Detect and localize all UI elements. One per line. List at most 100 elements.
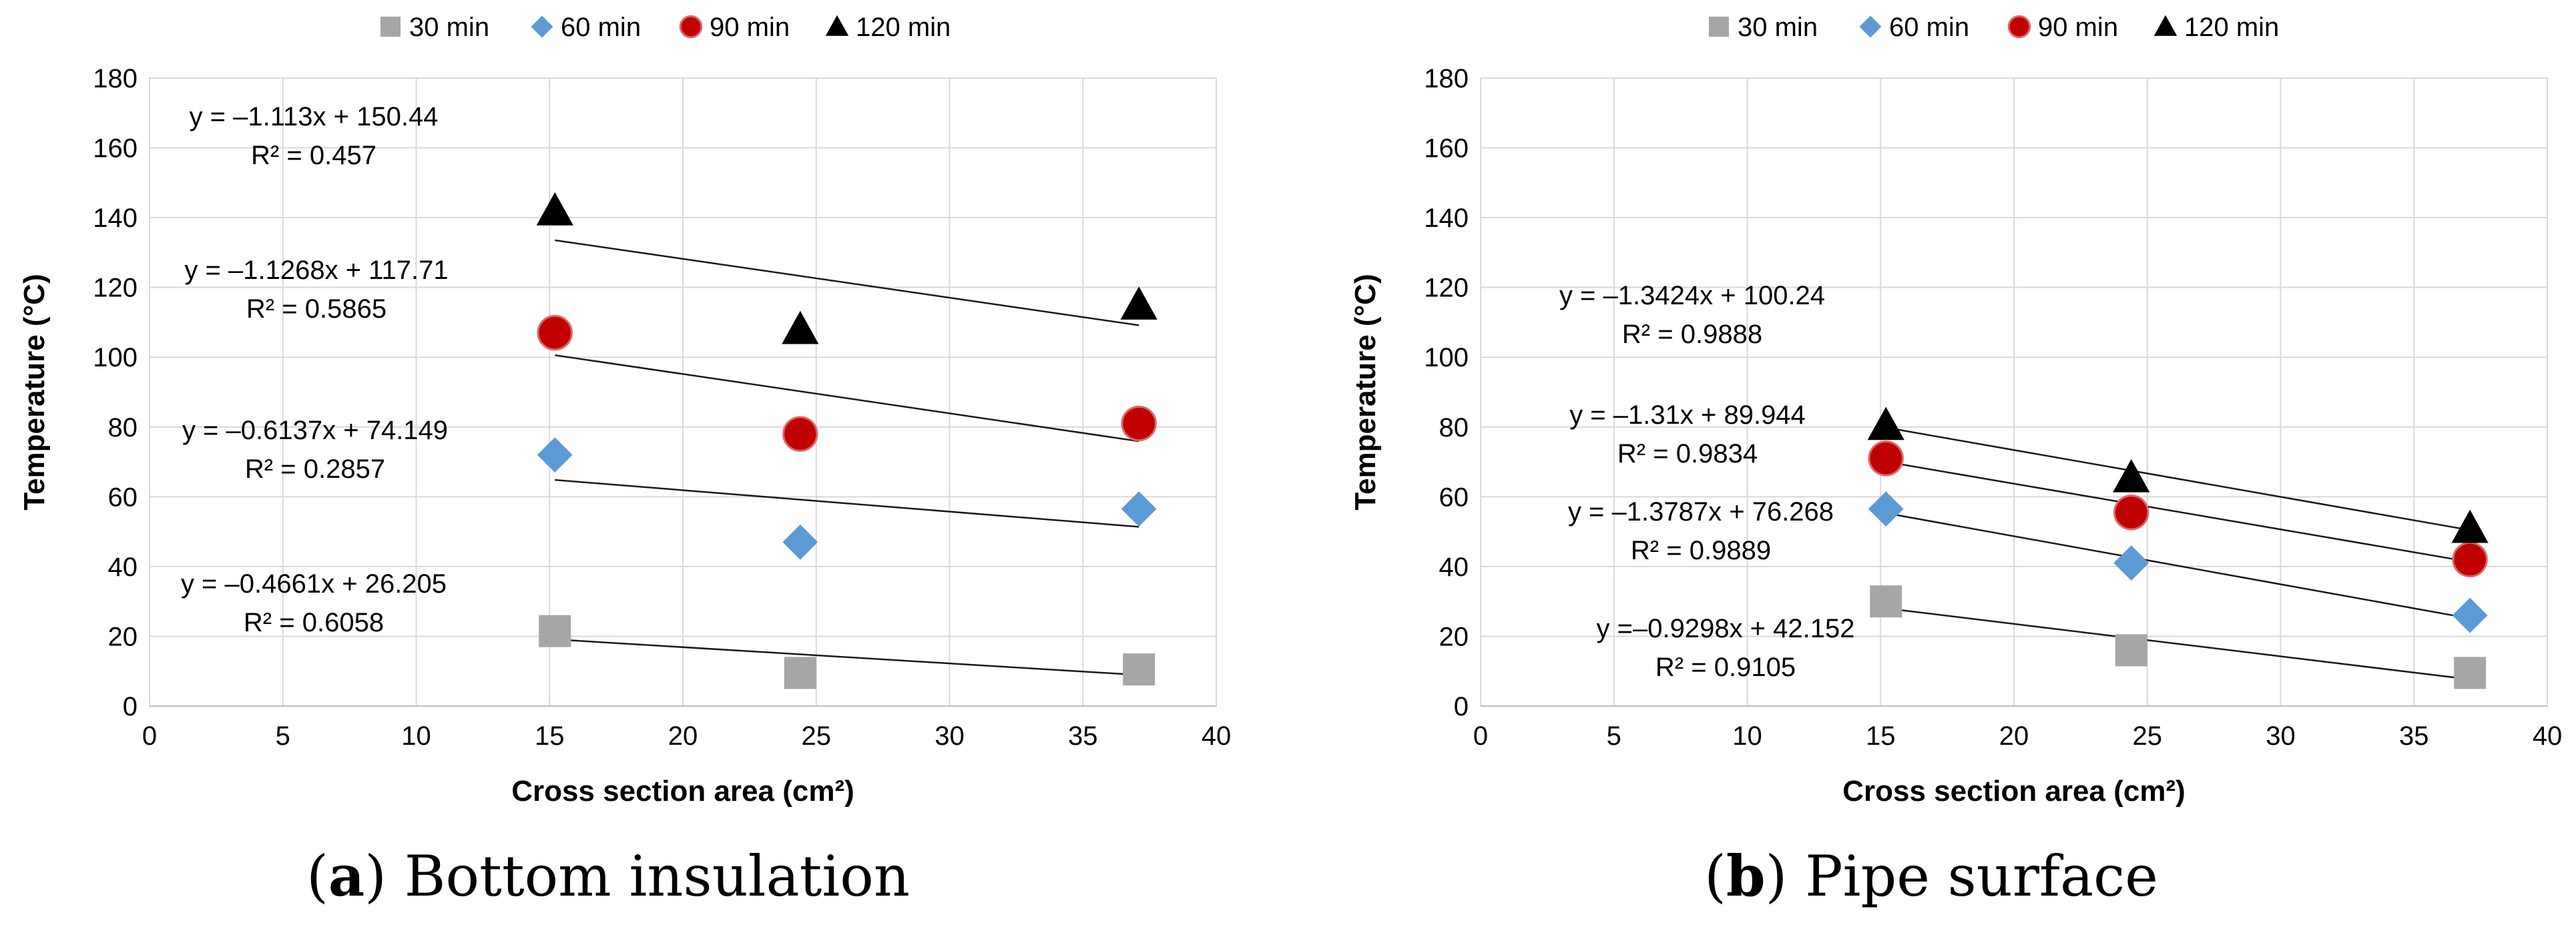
x-tick-label: 20 <box>1999 721 2029 751</box>
chart-panel-b: 0 20 40 60 80 100 120 140 160 180 0 5 10 15 20 25 30 35 40… <box>1349 13 2562 909</box>
x-tick-label: 40 <box>2533 721 2563 751</box>
y-tick-label: 20 <box>108 622 138 651</box>
x-tick-label: 10 <box>1732 721 1762 751</box>
legend-label: 60 min <box>561 13 641 42</box>
trendline-equation: y = –1.31x + 89.944 <box>1569 400 1806 430</box>
trendline-equation: y = –0.4661x + 26.205 <box>181 569 447 599</box>
r-squared-label: R² = 0.6058 <box>244 608 384 637</box>
trendline <box>1886 460 2471 563</box>
panel-caption-text: Bottom insulation <box>405 844 910 909</box>
y-tick-label: 0 <box>1454 692 1469 721</box>
trendline-equation: y =–0.9298x + 42.152 <box>1597 614 1855 643</box>
trendline <box>1886 607 2471 681</box>
x-tick-label: 35 <box>1068 721 1098 751</box>
data-point <box>2113 458 2150 493</box>
data-point <box>1120 286 1157 320</box>
x-tick-label: 20 <box>668 721 698 751</box>
data-point <box>539 615 571 647</box>
y-tick-label: 40 <box>108 553 138 582</box>
y-tick-label: 140 <box>93 204 138 233</box>
y-tick-label: 160 <box>1424 134 1469 164</box>
y-tick-label: 60 <box>1439 483 1469 512</box>
x-tick-label: 10 <box>401 721 431 751</box>
y-tick-label: 120 <box>1424 274 1469 303</box>
data-point <box>2115 634 2147 667</box>
y-tick-label: 140 <box>1424 204 1469 233</box>
y-tick-label: 40 <box>1439 553 1469 582</box>
y-tick-label: 80 <box>108 413 138 442</box>
legend-marker <box>1709 17 1729 37</box>
r-squared-label: R² = 0.9889 <box>1631 536 1771 565</box>
y-tick-label: 80 <box>1439 413 1469 442</box>
y-tick-label: 160 <box>93 134 138 164</box>
r-squared-label: R² = 0.457 <box>251 141 376 170</box>
data-point <box>536 192 573 226</box>
data-point <box>537 437 573 473</box>
x-tick-label: 15 <box>535 721 565 751</box>
x-tick-label: 40 <box>1202 721 1232 751</box>
legend-marker <box>2007 15 2031 39</box>
trendline-equation: y = –1.3424x + 100.24 <box>1559 281 1825 310</box>
data-point <box>1123 653 1155 686</box>
x-tick-label: 25 <box>802 721 832 751</box>
r-squared-label: R² = 0.9105 <box>1655 653 1796 682</box>
trendline <box>555 239 1139 326</box>
legend-marker <box>1859 15 1882 38</box>
trendline-equation: y = –1.3787x + 76.268 <box>1568 497 1834 527</box>
data-point <box>1868 491 1904 527</box>
data-point <box>782 416 818 452</box>
y-axis-title: Temperature (°C) <box>1349 274 1382 510</box>
trendline-equation: y = –1.113x + 150.44 <box>190 102 439 131</box>
data-point <box>1867 406 1904 440</box>
data-point <box>1870 585 1902 618</box>
legend-label: 30 min <box>409 13 489 42</box>
y-tick-label: 120 <box>93 274 138 303</box>
trendline <box>555 638 1139 676</box>
x-tick-label: 15 <box>1866 721 1896 751</box>
y-tick-label: 180 <box>1424 64 1469 93</box>
x-tick-label: 5 <box>1607 721 1621 751</box>
data-point <box>2452 597 2488 633</box>
legend-label: 90 min <box>710 13 790 42</box>
trendline <box>555 354 1139 442</box>
y-tick-label: 20 <box>1439 622 1469 651</box>
legend-label: 30 min <box>1738 13 1818 42</box>
legend-marker <box>531 15 553 38</box>
legend-label: 120 min <box>2184 13 2279 42</box>
y-axis-title: Temperature (°C) <box>18 274 51 510</box>
x-axis-title: Cross section area (cm²) <box>1842 775 2185 808</box>
data-point <box>1121 405 1157 442</box>
legend-label: 60 min <box>1889 13 1969 42</box>
r-squared-label: R² = 0.2857 <box>245 454 385 484</box>
trendline-equation: y = –0.6137x + 74.149 <box>182 416 448 445</box>
x-tick-label: 0 <box>1473 721 1488 751</box>
r-squared-label: R² = 0.5865 <box>246 294 387 324</box>
y-tick-label: 0 <box>123 692 138 721</box>
x-axis-title: Cross section area (cm²) <box>511 775 854 808</box>
y-tick-label: 180 <box>93 64 138 93</box>
data-point <box>2451 509 2489 543</box>
y-tick-label: 100 <box>1424 343 1469 372</box>
legend-marker <box>679 15 703 39</box>
x-tick-label: 35 <box>2399 721 2429 751</box>
legend-label: 120 min <box>856 13 951 42</box>
data-point <box>2452 541 2488 578</box>
trendline <box>1886 426 2471 531</box>
chart-panel-a: 0 20 40 60 80 100 120 140 160 180 0 5 10 15 20 25 30 35 40… <box>18 13 1231 909</box>
x-tick-label: 25 <box>2133 721 2163 751</box>
y-tick-label: 60 <box>108 483 138 512</box>
data-point <box>1868 440 1904 477</box>
x-tick-label: 0 <box>142 721 157 751</box>
x-tick-label: 30 <box>2266 721 2296 751</box>
data-point <box>2113 495 2149 531</box>
legend-marker <box>380 17 401 37</box>
legend-marker <box>825 15 849 36</box>
trendline <box>555 479 1139 528</box>
r-squared-label: R² = 0.9834 <box>1617 439 1758 468</box>
trendline-equation: y = –1.1268x + 117.71 <box>184 256 448 285</box>
trendline <box>1886 512 2471 619</box>
data-point <box>2454 657 2487 689</box>
data-point <box>1121 491 1157 527</box>
panel-caption: (b) Pipe surface <box>1704 843 2158 909</box>
